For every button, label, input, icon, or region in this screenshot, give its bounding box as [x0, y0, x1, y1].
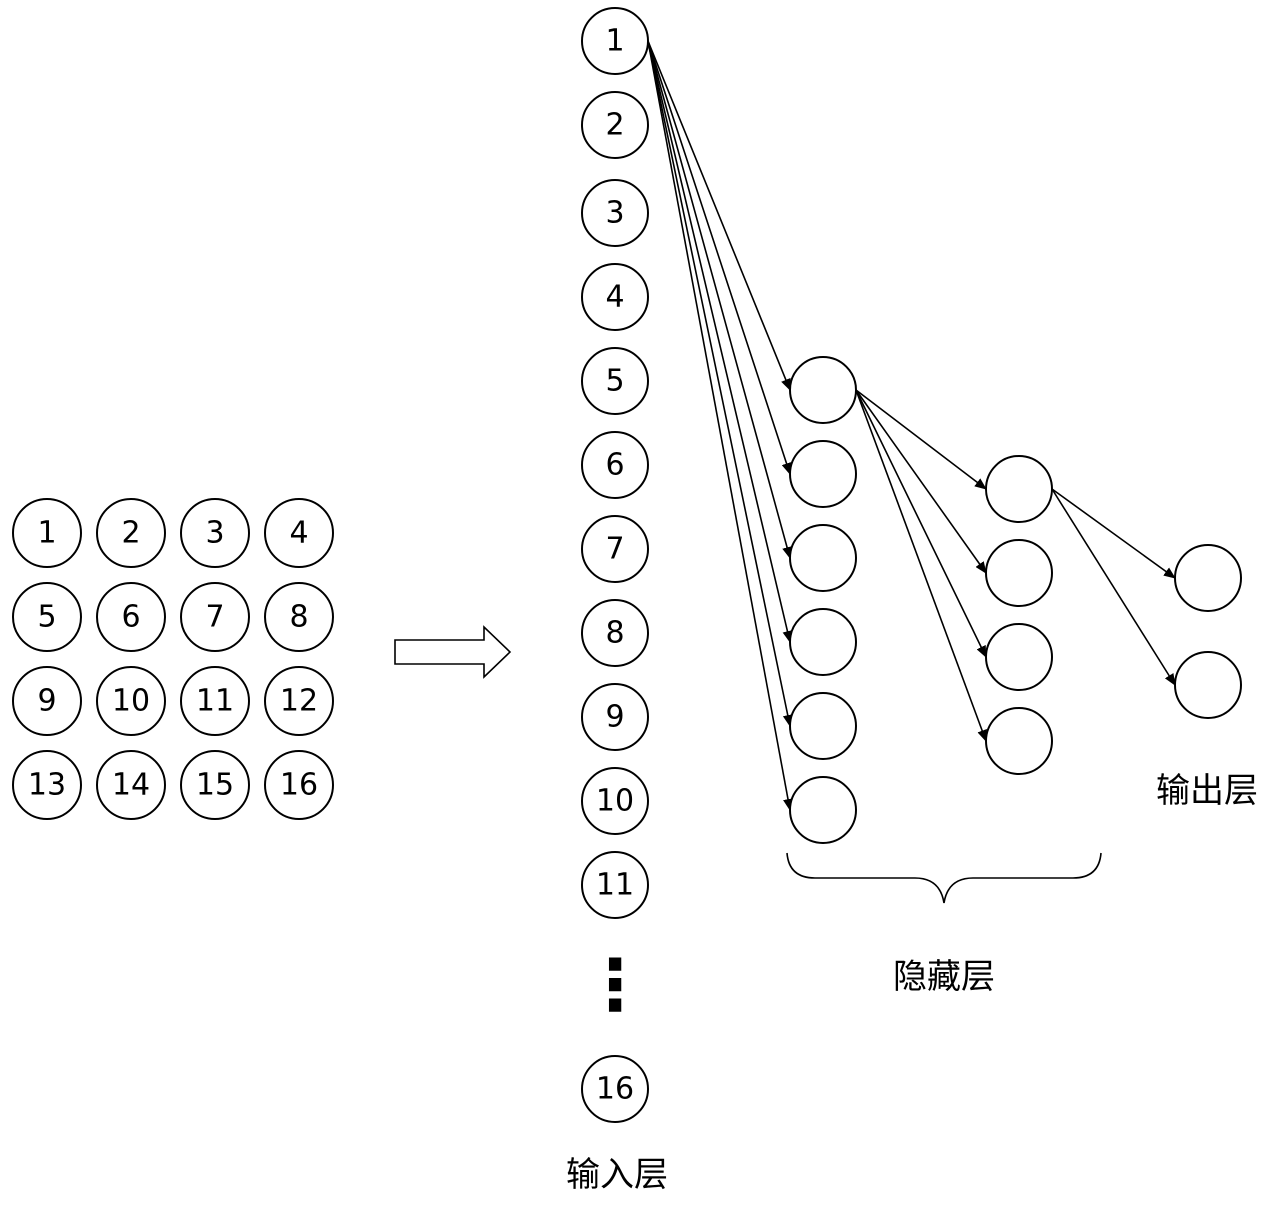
input-node	[581, 515, 649, 583]
grid-pixel-node	[264, 498, 334, 568]
hidden2-node	[985, 623, 1053, 691]
hidden2-node	[985, 539, 1053, 607]
grid-pixel-node	[180, 750, 250, 820]
input-node	[581, 179, 649, 247]
input-node	[581, 851, 649, 919]
grid-pixel-node	[12, 750, 82, 820]
edge-hidden2-to-output	[1051, 488, 1176, 579]
grid-pixel-label: 16	[280, 768, 318, 803]
hidden2-node	[985, 707, 1053, 775]
hidden-layers	[789, 356, 1053, 844]
grid-pixel-node	[96, 582, 166, 652]
grid-pixel-label: 5	[37, 600, 56, 635]
output-layer	[1174, 544, 1242, 719]
hidden-layer-brace	[786, 852, 1102, 904]
edge-hidden1-to-hidden2	[855, 389, 987, 574]
grid-pixel-label: 2	[121, 516, 140, 551]
output-node	[1174, 651, 1242, 719]
input-node-label: 1	[605, 24, 624, 59]
grid-pixel-label: 3	[205, 516, 224, 551]
input-node	[581, 347, 649, 415]
input-node	[581, 767, 649, 835]
input-node-label: 16	[596, 1072, 634, 1107]
output-layer-label: 输出层	[1156, 771, 1258, 811]
input-node-label: 7	[605, 532, 624, 567]
grid-pixel-label: 6	[121, 600, 140, 635]
input-node-label: 3	[605, 196, 624, 231]
grid-pixel-node	[96, 750, 166, 820]
hidden2-node	[985, 455, 1053, 523]
hidden-layer-label: 隐藏层	[893, 957, 995, 997]
input-node	[581, 599, 649, 667]
grid-pixel-label: 7	[205, 600, 224, 635]
edge-input-to-hidden1	[647, 40, 793, 727]
grid-pixel-label: 4	[289, 516, 308, 551]
hidden1-node	[789, 440, 857, 508]
input-node	[581, 1055, 649, 1123]
edge-input-to-hidden1	[647, 40, 793, 643]
grid-pixel-label: 13	[28, 768, 66, 803]
grid-pixel-node	[180, 582, 250, 652]
edge-hidden1-to-hidden2	[855, 389, 987, 490]
input-node	[581, 683, 649, 751]
grid-pixel-label: 10	[112, 684, 150, 719]
input-node	[581, 7, 649, 75]
hidden1-node	[789, 776, 857, 844]
grid-pixel-node	[180, 498, 250, 568]
hidden1-node	[789, 356, 857, 424]
edge-input-to-hidden1	[647, 40, 793, 811]
hidden1-node	[789, 608, 857, 676]
grid-pixel-node	[264, 582, 334, 652]
edge-input-to-hidden1	[647, 40, 792, 559]
grid-pixel-node	[12, 498, 82, 568]
hidden1-node	[789, 524, 857, 592]
input-node-label: 9	[605, 700, 624, 735]
edge-input-to-hidden1	[647, 40, 792, 475]
edge-hidden2-to-output	[1051, 488, 1176, 686]
input-node-label: 5	[605, 364, 624, 399]
grid-pixel-node	[96, 666, 166, 736]
input-node-label: 4	[605, 280, 624, 315]
input-node	[581, 263, 649, 331]
edge-input-to-hidden1	[647, 40, 791, 391]
grid-pixel-node	[96, 498, 166, 568]
input-node-label: 8	[605, 616, 624, 651]
input-node-label: 10	[596, 784, 634, 819]
input-node-label: 11	[596, 868, 634, 903]
grid-pixel-label: 9	[37, 684, 56, 719]
grid-pixel-label: 1	[37, 516, 56, 551]
grid-pixel-label: 8	[289, 600, 308, 635]
output-node	[1174, 544, 1242, 612]
input-node	[581, 431, 649, 499]
grid-pixel-node	[264, 666, 334, 736]
grid-pixel-label: 12	[280, 684, 318, 719]
input-ellipsis: ⋮	[580, 944, 650, 1026]
grid-pixel-label: 15	[196, 768, 234, 803]
input-node	[581, 91, 649, 159]
input-node-label: 2	[605, 108, 624, 143]
grid-pixel-label: 14	[112, 768, 150, 803]
grid-pixel-label: 11	[196, 684, 234, 719]
edge-hidden1-to-hidden2	[855, 389, 987, 742]
hidden1-node	[789, 692, 857, 760]
grid-pixel-node	[12, 666, 82, 736]
input-layer: 1 2 3 4 5 6 7 8 9 10 11 16	[581, 7, 649, 1123]
grid-pixel-node	[180, 666, 250, 736]
grid-pixel-node	[12, 582, 82, 652]
input-node-label: 6	[605, 448, 624, 483]
edge-hidden1-to-hidden2	[855, 389, 987, 658]
input-layer-label: 输入层	[566, 1155, 668, 1195]
connection-edges	[647, 40, 1176, 811]
grid-pixel-node	[264, 750, 334, 820]
transform-arrow-icon	[394, 625, 512, 679]
